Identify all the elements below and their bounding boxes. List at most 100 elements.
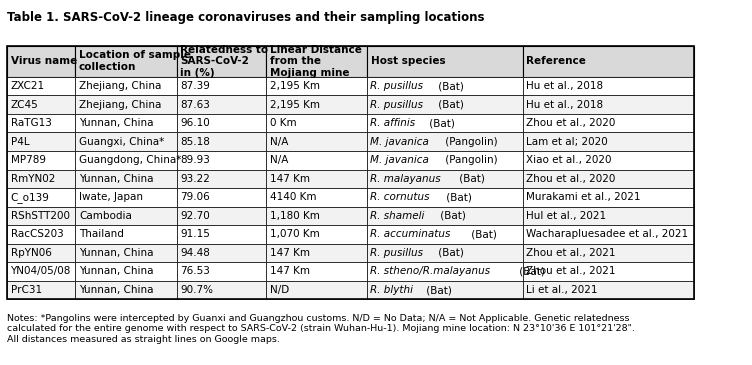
Text: Murakami et al., 2021: Murakami et al., 2021 bbox=[526, 192, 641, 202]
Text: Zhou et al., 2021: Zhou et al., 2021 bbox=[526, 248, 616, 258]
Bar bbox=[367, 262, 523, 281]
Bar bbox=[523, 244, 694, 262]
Text: ZXC21: ZXC21 bbox=[11, 81, 44, 91]
Text: Zhejiang, China: Zhejiang, China bbox=[79, 81, 162, 91]
Text: 93.22: 93.22 bbox=[180, 174, 210, 184]
Text: 79.06: 79.06 bbox=[180, 192, 210, 202]
Text: Notes: *Pangolins were intercepted by Guanxi and Guangzhou customs. N/D = No Dat: Notes: *Pangolins were intercepted by Gu… bbox=[7, 314, 635, 344]
Bar bbox=[177, 281, 266, 299]
Bar bbox=[177, 77, 266, 95]
Text: (Bat): (Bat) bbox=[435, 100, 464, 110]
Bar bbox=[177, 207, 266, 225]
Bar bbox=[177, 114, 266, 132]
Bar bbox=[177, 188, 266, 207]
Bar bbox=[266, 225, 367, 244]
Bar bbox=[523, 188, 694, 207]
Text: 94.48: 94.48 bbox=[180, 248, 210, 258]
Bar bbox=[7, 77, 75, 95]
Bar bbox=[367, 132, 523, 151]
Bar bbox=[177, 151, 266, 169]
Bar bbox=[523, 46, 694, 77]
Bar bbox=[367, 77, 523, 95]
Bar bbox=[177, 262, 266, 281]
Bar bbox=[367, 281, 523, 299]
Text: R. blythi: R. blythi bbox=[370, 285, 413, 295]
Text: 1,180 Km: 1,180 Km bbox=[270, 211, 320, 221]
Text: Lam et al; 2020: Lam et al; 2020 bbox=[526, 137, 608, 147]
Text: 89.93: 89.93 bbox=[180, 155, 210, 165]
Text: Yunnan, China: Yunnan, China bbox=[79, 174, 153, 184]
Text: Virus name: Virus name bbox=[11, 56, 77, 66]
Bar bbox=[7, 188, 75, 207]
Text: Yunnan, China: Yunnan, China bbox=[79, 118, 153, 128]
Bar bbox=[523, 207, 694, 225]
Bar bbox=[75, 169, 177, 188]
Text: 147 Km: 147 Km bbox=[270, 248, 310, 258]
Bar bbox=[367, 244, 523, 262]
Text: (Bat): (Bat) bbox=[516, 266, 545, 277]
Text: R. stheno/R.malayanus: R. stheno/R.malayanus bbox=[370, 266, 490, 277]
Bar bbox=[75, 207, 177, 225]
Text: RpYN06: RpYN06 bbox=[11, 248, 51, 258]
Bar bbox=[7, 169, 75, 188]
Bar bbox=[523, 114, 694, 132]
Bar bbox=[7, 281, 75, 299]
Text: R. pusillus: R. pusillus bbox=[370, 100, 423, 110]
Bar bbox=[75, 46, 177, 77]
Text: 147 Km: 147 Km bbox=[270, 174, 310, 184]
Bar bbox=[75, 188, 177, 207]
Bar bbox=[75, 151, 177, 169]
Bar bbox=[266, 46, 367, 77]
Text: M. javanica: M. javanica bbox=[370, 137, 429, 147]
Bar bbox=[266, 95, 367, 114]
Text: 0 Km: 0 Km bbox=[270, 118, 296, 128]
Bar bbox=[7, 151, 75, 169]
Text: Zhou et al., 2020: Zhou et al., 2020 bbox=[526, 174, 616, 184]
Text: (Bat): (Bat) bbox=[435, 81, 464, 91]
Bar bbox=[7, 46, 75, 77]
Bar bbox=[75, 262, 177, 281]
Text: (Bat): (Bat) bbox=[423, 285, 452, 295]
Text: N/D: N/D bbox=[270, 285, 289, 295]
Bar bbox=[75, 77, 177, 95]
Bar bbox=[367, 188, 523, 207]
Text: Yunnan, China: Yunnan, China bbox=[79, 248, 153, 258]
Bar bbox=[266, 188, 367, 207]
Text: RaTG13: RaTG13 bbox=[11, 118, 51, 128]
Text: YN04/05/08: YN04/05/08 bbox=[11, 266, 71, 277]
Text: 96.10: 96.10 bbox=[180, 118, 210, 128]
Bar bbox=[7, 95, 75, 114]
Bar bbox=[266, 262, 367, 281]
Text: Hul et al., 2021: Hul et al., 2021 bbox=[526, 211, 607, 221]
Text: R. shameli: R. shameli bbox=[370, 211, 424, 221]
Bar bbox=[177, 225, 266, 244]
Bar bbox=[523, 169, 694, 188]
Text: 91.15: 91.15 bbox=[180, 230, 210, 239]
Text: PrC31: PrC31 bbox=[11, 285, 41, 295]
Bar bbox=[75, 95, 177, 114]
Text: Linear Distance
from the
Mojiang mine: Linear Distance from the Mojiang mine bbox=[270, 45, 362, 78]
Bar bbox=[7, 207, 75, 225]
Text: R. pusillus: R. pusillus bbox=[370, 81, 423, 91]
Text: Hu et al., 2018: Hu et al., 2018 bbox=[526, 81, 604, 91]
Text: (Pangolin): (Pangolin) bbox=[442, 137, 498, 147]
Bar bbox=[266, 151, 367, 169]
Text: ZC45: ZC45 bbox=[11, 100, 38, 110]
Text: (Bat): (Bat) bbox=[437, 211, 465, 221]
Text: Zhou et al., 2020: Zhou et al., 2020 bbox=[526, 118, 616, 128]
Bar bbox=[7, 114, 75, 132]
Bar bbox=[523, 132, 694, 151]
Text: 1,070 Km: 1,070 Km bbox=[270, 230, 320, 239]
Bar bbox=[266, 132, 367, 151]
Text: M. javanica: M. javanica bbox=[370, 155, 429, 165]
Bar bbox=[523, 262, 694, 281]
Bar bbox=[177, 46, 266, 77]
Bar bbox=[367, 169, 523, 188]
Bar bbox=[177, 244, 266, 262]
Bar bbox=[367, 46, 523, 77]
Text: Zhou et al., 2021: Zhou et al., 2021 bbox=[526, 266, 616, 277]
Text: Li et al., 2021: Li et al., 2021 bbox=[526, 285, 598, 295]
Bar bbox=[177, 169, 266, 188]
Text: (Pangolin): (Pangolin) bbox=[442, 155, 498, 165]
Bar bbox=[367, 151, 523, 169]
